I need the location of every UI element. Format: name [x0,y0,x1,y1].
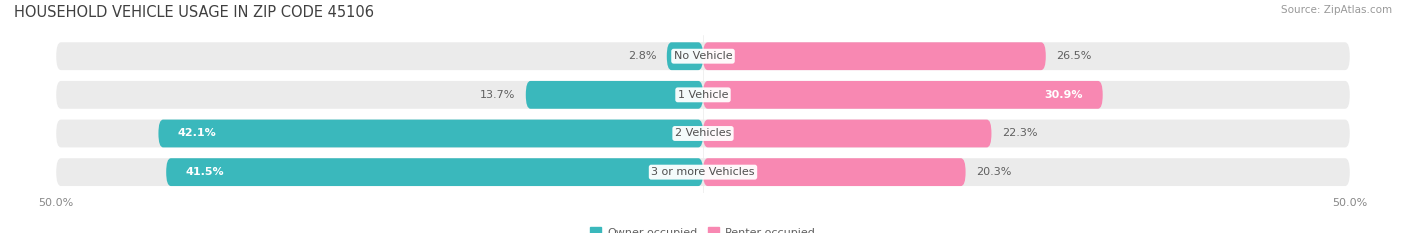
Text: 20.3%: 20.3% [976,167,1011,177]
FancyBboxPatch shape [703,158,966,186]
FancyBboxPatch shape [56,42,1350,70]
FancyBboxPatch shape [666,42,703,70]
Text: 22.3%: 22.3% [1002,128,1038,138]
Legend: Owner-occupied, Renter-occupied: Owner-occupied, Renter-occupied [591,227,815,233]
FancyBboxPatch shape [56,158,1350,186]
Text: 2 Vehicles: 2 Vehicles [675,128,731,138]
Text: 13.7%: 13.7% [479,90,516,100]
FancyBboxPatch shape [703,120,991,147]
Text: 1 Vehicle: 1 Vehicle [678,90,728,100]
Text: 30.9%: 30.9% [1045,90,1083,100]
FancyBboxPatch shape [159,120,703,147]
FancyBboxPatch shape [56,81,1350,109]
Text: 42.1%: 42.1% [177,128,217,138]
FancyBboxPatch shape [56,120,1350,147]
FancyBboxPatch shape [166,158,703,186]
FancyBboxPatch shape [703,42,1046,70]
Text: HOUSEHOLD VEHICLE USAGE IN ZIP CODE 45106: HOUSEHOLD VEHICLE USAGE IN ZIP CODE 4510… [14,5,374,20]
FancyBboxPatch shape [526,81,703,109]
Text: 26.5%: 26.5% [1056,51,1091,61]
Text: 41.5%: 41.5% [186,167,224,177]
Text: No Vehicle: No Vehicle [673,51,733,61]
Text: 3 or more Vehicles: 3 or more Vehicles [651,167,755,177]
FancyBboxPatch shape [703,81,1102,109]
Text: 2.8%: 2.8% [628,51,657,61]
Text: Source: ZipAtlas.com: Source: ZipAtlas.com [1281,5,1392,15]
